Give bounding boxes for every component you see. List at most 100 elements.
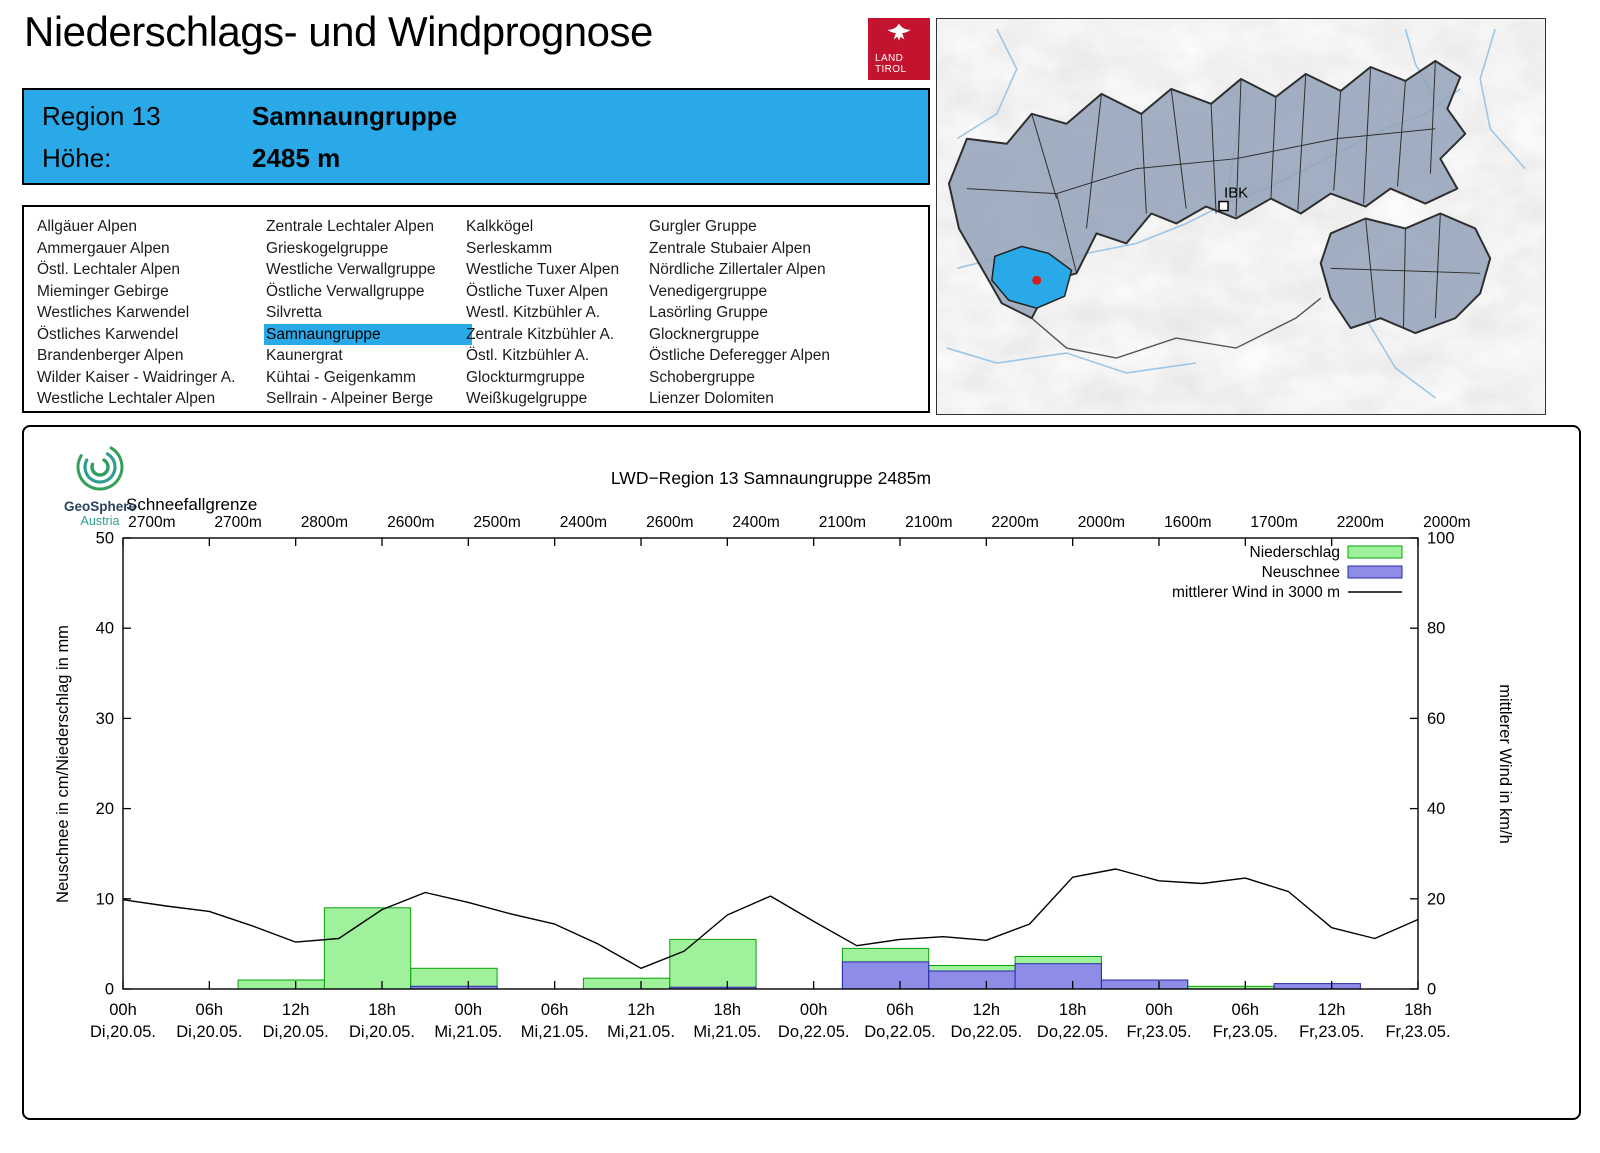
region-list-item[interactable]: Östl. Kitzbühler A. (466, 347, 590, 364)
snow-bar (1014, 963, 1102, 990)
region-list-item[interactable]: Glocknergruppe (649, 325, 760, 343)
region-list-item[interactable]: Ammergauer Alpen (37, 239, 170, 257)
region-list-item[interactable]: Lienzer Dolomiten (649, 390, 774, 407)
region-info-box: Region 13 Samnaungruppe Höhe: 2485 m (22, 88, 930, 185)
region-list-item[interactable]: Westl. Kitzbühler A. (466, 304, 601, 321)
x-tick-date: Fr,23.05. (1213, 1023, 1278, 1041)
tirol-eagle-icon (887, 23, 911, 41)
snowline-value: 2600m (646, 514, 693, 531)
y-right-tick-label: 60 (1427, 710, 1445, 728)
region-list-item[interactable]: Zentrale Lechtaler Alpen (266, 218, 435, 235)
region-list-item[interactable]: Venedigergruppe (649, 282, 768, 300)
x-tick-time: 00h (1145, 1001, 1173, 1019)
legend-label: Niederschlag (1250, 544, 1340, 561)
legend-swatch-snow (1347, 565, 1403, 579)
region-list-item[interactable]: Östliche Tuxer Alpen (466, 282, 609, 300)
region-list-item[interactable]: Östliche Deferegger Alpen (649, 347, 830, 364)
y-right-tick-label: 20 (1427, 890, 1445, 908)
y-left-tick-label: 0 (105, 981, 114, 999)
region-list-item[interactable]: Allgäuer Alpen (37, 218, 137, 235)
north-tirol-shape[interactable] (947, 60, 1467, 320)
y-right-tick-label: 0 (1427, 981, 1436, 999)
logo-line1: LAND (875, 53, 904, 64)
snow-bar (1100, 979, 1189, 990)
region-list-item[interactable]: Westliche Verwallgruppe (266, 261, 436, 278)
region-list-item[interactable]: Lasörling Gruppe (649, 304, 768, 321)
forecast-chart-svg: LWD−Region 13 Samnaungruppe 2485m Schneef… (54, 468, 1514, 1041)
station-dot (1032, 275, 1042, 285)
region-label: Region 13 (42, 101, 161, 131)
x-tick-date: Di,20.05. (263, 1023, 329, 1041)
x-tick-time: 06h (196, 1001, 224, 1019)
region-list-item[interactable]: Brandenberger Alpen (37, 347, 184, 364)
region-list-item[interactable]: Nördliche Zillertaler Alpen (649, 261, 826, 278)
map-region-group[interactable] (947, 60, 1492, 335)
legend-label: Neuschnee (1262, 564, 1340, 581)
x-tick-date: Mi,21.05. (521, 1023, 589, 1041)
x-tick-time: 00h (455, 1001, 483, 1019)
x-tick-date: Mi,21.05. (434, 1023, 502, 1041)
x-tick-time: 18h (714, 1001, 742, 1019)
snowline-value: 2100m (905, 514, 952, 531)
region-list-item[interactable]: Westliche Lechtaler Alpen (37, 390, 216, 407)
snowline-value: 2200m (1337, 514, 1384, 531)
region-list-item[interactable]: Sellrain - Alpeiner Berge (266, 390, 434, 407)
region-list-item-selected[interactable]: Samnaungruppe (264, 323, 472, 345)
snow-bar (928, 970, 1016, 990)
ibk-marker (1218, 200, 1229, 212)
region-list: Allgäuer Alpen Ammergauer Alpen Östl. Lech… (22, 205, 930, 413)
x-tick-time: 12h (282, 1001, 310, 1019)
x-tick-date: Mi,21.05. (607, 1023, 675, 1041)
page-title: Niederschlags- und Windprognose (24, 8, 653, 55)
highlighted-region-samnaungruppe[interactable] (991, 245, 1073, 309)
region-list-item[interactable]: Kaunergrat (266, 347, 343, 364)
x-tick-date: Fr,23.05. (1385, 1023, 1450, 1041)
snowline-value: 2700m (214, 514, 261, 531)
logo-line2: TIROL (875, 64, 907, 75)
y-left-tick-label: 30 (96, 710, 114, 728)
subregion-borders (966, 60, 1436, 274)
region-list-item[interactable]: Serleskamm (466, 239, 553, 257)
region-list-item[interactable]: Grieskogelgruppe (266, 239, 389, 257)
x-tick-date: Fr,23.05. (1299, 1023, 1364, 1041)
region-list-item[interactable]: Westliche Tuxer Alpen (466, 261, 620, 278)
region-list-item[interactable]: Weißkugelgruppe (466, 390, 588, 407)
x-tick-time: 00h (800, 1001, 828, 1019)
snowline-value: 2200m (991, 514, 1038, 531)
region-list-item[interactable]: Mieminger Gebirge (37, 282, 169, 300)
region-list-item[interactable]: Glockturmgruppe (466, 368, 585, 386)
altitude-value: 2485 m (252, 143, 341, 173)
snowline-value: 2600m (387, 514, 434, 531)
x-tick-date: Di,20.05. (90, 1023, 156, 1041)
forecast-chart-box: GeoSphere Austria LWD−Region 13 Samnaung… (22, 425, 1581, 1120)
x-tick-time: 18h (368, 1001, 396, 1019)
y-right-axis-label: mittlerer Wind in km/h (1496, 684, 1514, 844)
region-list-item[interactable]: Gurgler Gruppe (649, 218, 757, 235)
geosphere-name: GeoSphere (63, 499, 137, 514)
region-list-item[interactable]: Östliches Karwendel (37, 325, 179, 343)
x-tick-date: Do,22.05. (778, 1023, 850, 1041)
ibk-label: IBK (1224, 185, 1248, 202)
region-list-item[interactable]: Östliche Verwallgruppe (266, 282, 425, 300)
precipitation-bar (237, 979, 325, 990)
plot-border (122, 537, 1419, 990)
region-list-column: Kalkkögel Serleskamm Westliche Tuxer Alpen… (464, 216, 646, 410)
precipitation-bar (582, 977, 671, 990)
region-list-column: Allgäuer Alpen Ammergauer Alpen Östl. Lech… (35, 216, 261, 410)
legend-label: mittlerer Wind in 3000 m (1172, 584, 1340, 601)
y-right-tick-label: 80 (1427, 620, 1445, 638)
region-list-item[interactable]: Wilder Kaiser - Waidringer A. (37, 368, 236, 386)
altitude-label: Höhe: (42, 143, 112, 173)
region-list-item[interactable]: Kühtai - Geigenkamm (266, 368, 416, 386)
region-list-item[interactable]: Zentrale Kitzbühler A. (466, 325, 615, 343)
y-left-tick-label: 40 (96, 620, 114, 638)
region-list-item[interactable]: Zentrale Stubaier Alpen (649, 239, 811, 257)
legend-swatch-precip (1347, 545, 1403, 559)
region-list-item[interactable]: Schobergruppe (649, 368, 755, 386)
region-list-item[interactable]: Silvretta (266, 304, 322, 321)
region-list-item[interactable]: Östl. Lechtaler Alpen (37, 261, 181, 278)
region-list-item[interactable]: Westliches Karwendel (37, 304, 190, 321)
east-tirol-shape[interactable] (1319, 212, 1492, 335)
region-list-item[interactable]: Kalkkögel (466, 218, 534, 235)
